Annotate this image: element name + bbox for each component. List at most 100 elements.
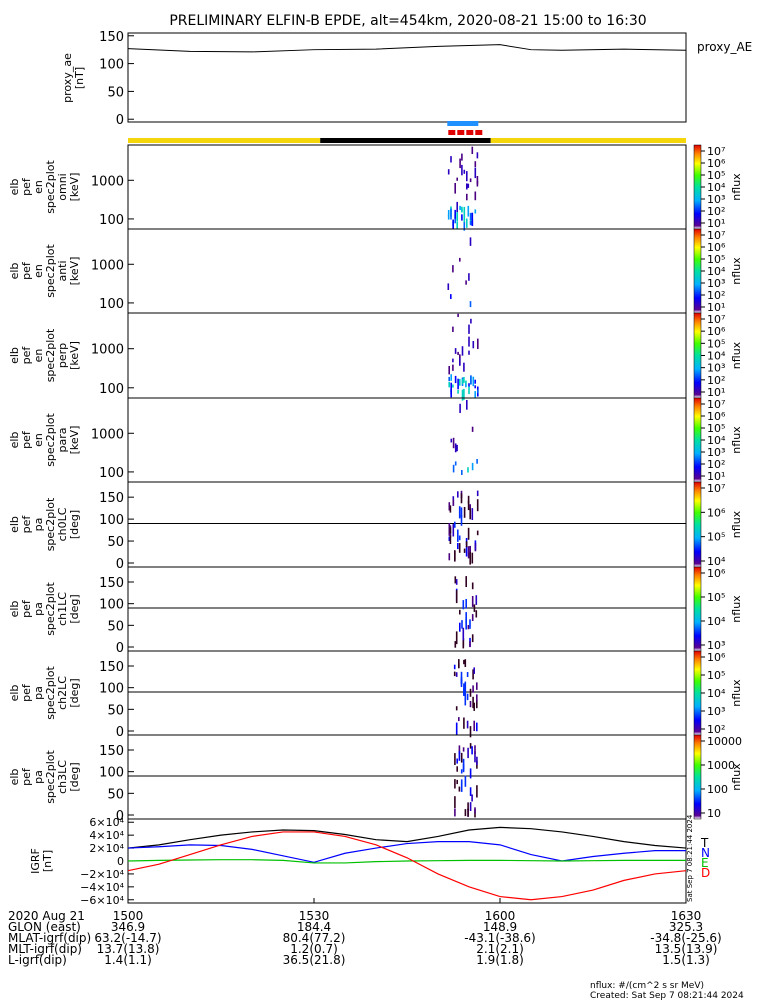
spectrogram-cell [471, 219, 474, 226]
legend-D: D [701, 866, 710, 880]
y-axis-label-line: para [56, 428, 69, 453]
x-axis-value: 346.9 [111, 920, 145, 934]
spectrogram-cell [454, 209, 456, 219]
legend-N: N [701, 846, 710, 860]
spectrogram-cell [466, 672, 469, 677]
spectrogram-cell [474, 167, 477, 179]
spectrogram-cell [469, 220, 472, 226]
spectrogram-cell [462, 747, 465, 752]
y-tick-label: 100 [99, 513, 124, 528]
spectrogram-cell [469, 506, 471, 520]
spectrogram-cell [461, 346, 464, 356]
spectrogram-cell [449, 505, 452, 513]
y-tick-label: 50 [107, 535, 124, 550]
y-axis-label-line: [deg] [68, 510, 81, 539]
y-axis-label-line: elb [8, 347, 21, 364]
spectrogram-cell [468, 336, 470, 347]
spectrogram-cell [465, 618, 467, 630]
spectrogram-cell [463, 687, 465, 695]
spectrogram-cell [469, 802, 472, 811]
spectrogram-cell [473, 667, 475, 674]
spectrogram-cell [457, 378, 459, 390]
colorbar-tick-label: 10⁵ [707, 169, 725, 182]
y-axis-label-line: spec2plot [44, 497, 57, 551]
spectrogram-cell [471, 596, 474, 607]
spectrogram-cell [456, 779, 458, 785]
spectrogram-cell [452, 523, 455, 537]
x-axis-value: 2.1(2.1) [476, 942, 524, 956]
spectrogram-cell [456, 201, 458, 213]
y-tick-label: 2×10⁴ [89, 842, 124, 855]
x-axis-value: 148.9 [483, 920, 517, 934]
spectrogram-cell [472, 376, 475, 387]
colorbar-tick-label: 10⁶ [707, 567, 726, 580]
x-axis-value: 1.4(1.1) [104, 953, 152, 967]
spectrogram-cell [467, 500, 470, 511]
proxy-ae-line [127, 44, 687, 53]
panel-ch1LC: 150 100 50 0 10⁶ 10⁵ 10⁴ 10³ nflux elbpefpaspec2p… [8, 566, 743, 656]
x-axis-value: 184.4 [297, 920, 331, 934]
spectrogram-cell [453, 671, 456, 677]
y-axis-label-line: ch2LC [56, 676, 69, 710]
chart-title: PRELIMINARY ELFIN-B EPDE, alt=454km, 202… [169, 13, 646, 29]
colorbar-tick-label: 10¹ [707, 301, 725, 314]
spectrogram-cell [465, 545, 468, 557]
spectrogram-cell [465, 576, 467, 587]
y-axis-label-line: spec2plot [44, 160, 57, 214]
x-axis-value: 1.9(1.8) [476, 953, 524, 967]
colorbar-tick-label: 10¹ [707, 386, 725, 399]
spectrogram-cell [461, 153, 463, 161]
spectrogram-cell [462, 627, 465, 641]
colorbar-label: nflux [730, 510, 743, 538]
colorbar-tick-label: 10² [707, 374, 725, 387]
x-axis-value: 1.2(0.7) [290, 942, 338, 956]
spectrogram-cell [466, 171, 468, 182]
y-axis-label-line: [keV] [68, 257, 81, 286]
colorbar-tick-label: 10² [707, 289, 725, 302]
y-tick-label: 50 [107, 619, 124, 634]
panel-frame [127, 228, 687, 314]
colorbar-tick-label: 10¹ [707, 217, 725, 230]
x-axis-row-label: L-igrf(dip) [8, 953, 67, 967]
spectrogram-cell [456, 221, 458, 230]
spectrogram-cell [468, 386, 470, 395]
y-axis-label-line: pa [32, 518, 45, 532]
x-axis-value: -43.1(-38.6) [464, 931, 535, 945]
spectrogram-cell [454, 183, 456, 194]
spectrogram-cell [471, 552, 474, 564]
sunlight-bar [128, 121, 686, 143]
y-tick-label: 1000 [91, 174, 124, 189]
spectrogram-cell [454, 443, 457, 453]
panel-proxy-ae: 150 100 50 0 proxy_AE proxy_ae[nT] [61, 30, 752, 128]
colorbar-tick-label: 10⁴ [707, 434, 726, 447]
spectrogram-cell [476, 699, 478, 709]
spectrogram-cell [454, 576, 457, 584]
y-axis-label-line: [keV] [68, 426, 81, 455]
y-axis-label-line: pa [32, 602, 45, 616]
spectrogram-cell [460, 515, 463, 526]
spectrogram-cell [471, 146, 474, 154]
spectrogram-cell [448, 381, 450, 388]
y-axis-label-line: [deg] [68, 594, 81, 623]
y-axis-label-line: proxy_ae [61, 53, 74, 103]
science-zone-red-bar [457, 130, 465, 135]
spectrogram-cell [464, 693, 467, 706]
spectrogram-cell [452, 265, 454, 273]
panel-ch2LC: 150 100 50 0 10⁶ 10⁵ 10⁴ 10³ 10² nflux elbpefpaspe… [8, 650, 743, 740]
x-axis-value: -34.8(-25.6) [650, 931, 721, 945]
spectrogram-cell [465, 612, 467, 625]
y-axis-label: elbpefpaspec2plotch3LC[deg] [8, 750, 81, 804]
spectrogram-cell [469, 768, 472, 779]
spectrogram-cell [466, 400, 468, 410]
y-axis-label: elbpefenspec2plotperp[keV] [8, 328, 81, 382]
spectrogram-cell [464, 681, 467, 694]
y-axis-label-line: spec2plot [44, 666, 57, 720]
spectrogram-cell [458, 659, 460, 669]
y-axis-label-line: spec2plot [44, 244, 57, 298]
y-axis-label-line: spec2plot [44, 750, 57, 804]
igrf-series-D [127, 831, 687, 901]
